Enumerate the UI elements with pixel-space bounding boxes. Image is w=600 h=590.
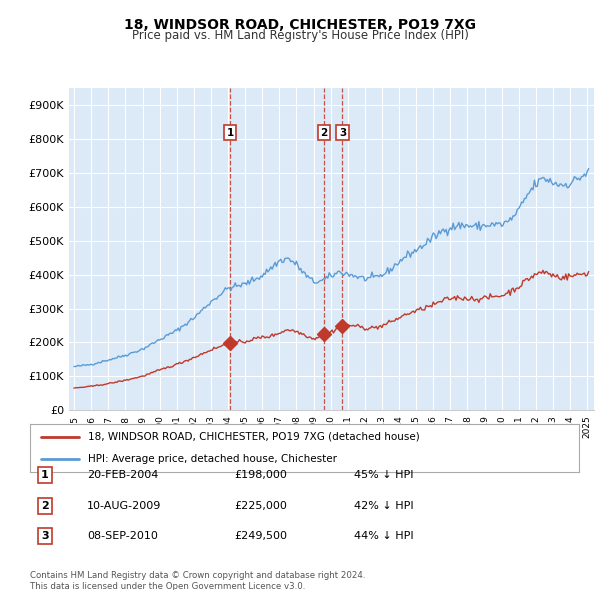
Text: 44% ↓ HPI: 44% ↓ HPI [354,532,413,541]
Text: 1: 1 [226,127,234,137]
Text: 2: 2 [320,127,328,137]
Text: 2: 2 [41,501,49,510]
Text: £198,000: £198,000 [234,470,287,480]
Text: £249,500: £249,500 [234,532,287,541]
Text: 20-FEB-2004: 20-FEB-2004 [87,470,158,480]
Text: 45% ↓ HPI: 45% ↓ HPI [354,470,413,480]
Text: 10-AUG-2009: 10-AUG-2009 [87,501,161,510]
Text: HPI: Average price, detached house, Chichester: HPI: Average price, detached house, Chic… [88,454,337,464]
Text: 18, WINDSOR ROAD, CHICHESTER, PO19 7XG (detached house): 18, WINDSOR ROAD, CHICHESTER, PO19 7XG (… [88,432,419,442]
Text: £225,000: £225,000 [234,501,287,510]
Text: 3: 3 [41,532,49,541]
Text: 18, WINDSOR ROAD, CHICHESTER, PO19 7XG: 18, WINDSOR ROAD, CHICHESTER, PO19 7XG [124,18,476,32]
Text: 3: 3 [339,127,346,137]
Text: 1: 1 [41,470,49,480]
Text: 42% ↓ HPI: 42% ↓ HPI [354,501,413,510]
Text: Contains HM Land Registry data © Crown copyright and database right 2024.
This d: Contains HM Land Registry data © Crown c… [30,571,365,590]
Text: Price paid vs. HM Land Registry's House Price Index (HPI): Price paid vs. HM Land Registry's House … [131,30,469,42]
Text: 08-SEP-2010: 08-SEP-2010 [87,532,158,541]
